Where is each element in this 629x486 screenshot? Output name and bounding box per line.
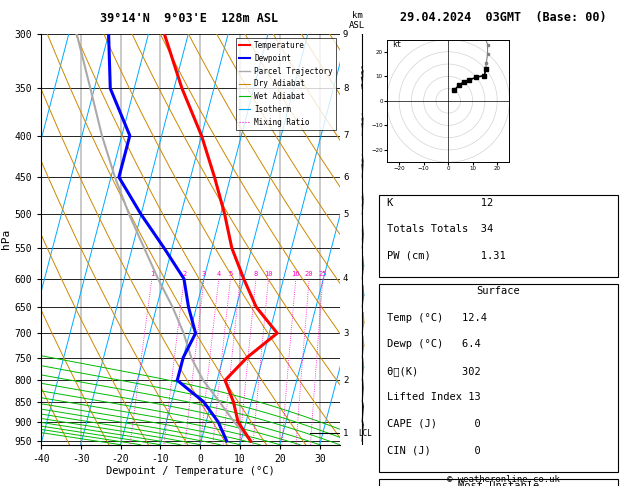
Text: Dewp (°C)   6.4: Dewp (°C) 6.4 [387, 339, 481, 349]
Text: 1: 1 [150, 271, 154, 277]
Text: K              12: K 12 [387, 198, 493, 208]
Text: 25: 25 [319, 271, 327, 277]
Text: 10: 10 [264, 271, 273, 277]
Bar [379, 479, 618, 486]
Text: Lifted Index 13: Lifted Index 13 [387, 392, 481, 402]
Text: CAPE (J)      0: CAPE (J) 0 [387, 419, 481, 429]
Text: 20: 20 [305, 271, 313, 277]
Text: CIN (J)       0: CIN (J) 0 [387, 445, 481, 455]
Text: 29.04.2024  03GMT  (Base: 00): 29.04.2024 03GMT (Base: 00) [400, 11, 606, 24]
Bar [379, 195, 618, 277]
Text: © weatheronline.co.uk: © weatheronline.co.uk [447, 474, 560, 484]
Text: kt: kt [392, 40, 401, 49]
Text: km
ASL: km ASL [349, 11, 365, 30]
X-axis label: Dewpoint / Temperature (°C): Dewpoint / Temperature (°C) [106, 467, 275, 476]
Bar [379, 284, 618, 472]
Legend: Temperature, Dewpoint, Parcel Trajectory, Dry Adiabat, Wet Adiabat, Isotherm, Mi: Temperature, Dewpoint, Parcel Trajectory… [236, 38, 336, 130]
Text: Surface: Surface [477, 286, 520, 296]
Y-axis label: hPa: hPa [1, 229, 11, 249]
Text: 39°14'N  9°03'E  128m ASL: 39°14'N 9°03'E 128m ASL [99, 12, 278, 25]
Text: 5: 5 [343, 210, 348, 219]
Text: 4: 4 [343, 274, 348, 283]
Text: Temp (°C)   12.4: Temp (°C) 12.4 [387, 312, 487, 323]
Text: 2: 2 [182, 271, 186, 277]
Text: 4: 4 [216, 271, 221, 277]
Text: 2: 2 [343, 376, 348, 385]
Text: 5: 5 [228, 271, 233, 277]
Text: Most Unstable: Most Unstable [458, 481, 539, 486]
Text: 9: 9 [343, 30, 348, 38]
Text: 16: 16 [292, 271, 300, 277]
Text: 7: 7 [343, 131, 348, 140]
Text: Totals Totals  34: Totals Totals 34 [387, 224, 493, 234]
Text: PW (cm)        1.31: PW (cm) 1.31 [387, 251, 506, 260]
Text: 6: 6 [343, 173, 348, 182]
Text: 3: 3 [343, 329, 348, 338]
Text: 6: 6 [238, 271, 242, 277]
Text: 8: 8 [343, 84, 348, 93]
Text: LCL: LCL [359, 429, 372, 438]
Text: θᴇ(K)       302: θᴇ(K) 302 [387, 366, 481, 376]
Text: 3: 3 [202, 271, 206, 277]
Text: 8: 8 [254, 271, 258, 277]
Text: 1: 1 [343, 429, 348, 438]
